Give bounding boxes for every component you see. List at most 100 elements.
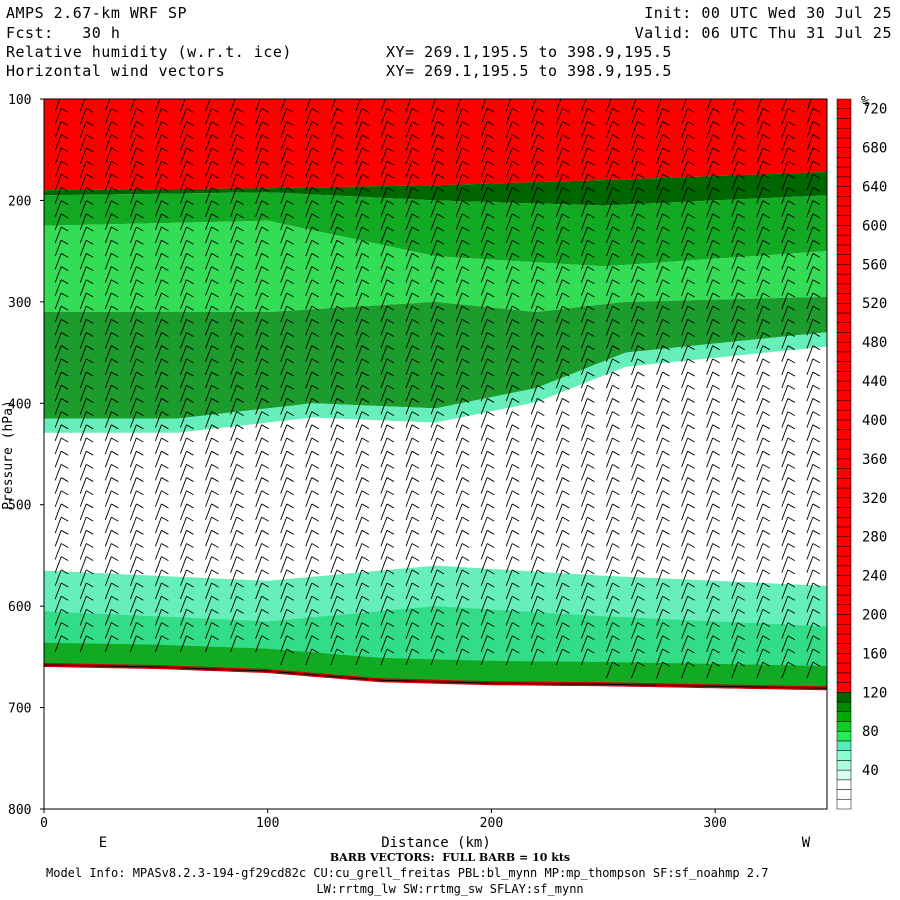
colorbar-swatch (836, 254, 852, 265)
wind-barb (405, 398, 420, 415)
wind-barb (806, 543, 821, 560)
wind-barb (255, 529, 269, 547)
wind-barb (505, 200, 520, 217)
wind-barb (79, 516, 94, 534)
wind-barb (405, 173, 420, 191)
wind-barb (154, 384, 169, 402)
wind-barb (605, 147, 620, 165)
wind-barb (806, 622, 821, 639)
wind-barb (54, 239, 69, 257)
wind-barb (180, 213, 194, 231)
wind-barb (305, 345, 319, 362)
wind-barb (480, 490, 495, 507)
wind-barb (530, 305, 545, 323)
wind-barb (79, 332, 94, 349)
wind-barb (781, 332, 796, 349)
wind-barb (154, 239, 169, 257)
wind-barb (631, 569, 645, 587)
wind-barb (605, 477, 620, 494)
wind-barb (154, 595, 169, 613)
wind-barb (656, 490, 670, 507)
wind-barb (380, 622, 395, 639)
rh-band-dark-green (44, 172, 827, 206)
wind-barb (505, 516, 520, 534)
y-tick-label: 300 (8, 296, 31, 311)
wind-barb (129, 516, 144, 534)
wind-barb (580, 239, 595, 257)
wind-barb (205, 622, 219, 639)
wind-barb (129, 121, 144, 138)
wind-barb (605, 463, 620, 481)
wind-barb (580, 173, 595, 191)
wind-barb (756, 358, 770, 376)
wind-barb (405, 107, 420, 125)
wind-barb (806, 398, 821, 415)
wind-barb (605, 200, 620, 217)
wind-barb (230, 424, 244, 441)
wind-barb (305, 213, 319, 231)
wind-barb (731, 305, 745, 323)
wind-barb (255, 134, 269, 151)
wind-barb (79, 358, 94, 376)
wind-barb (104, 239, 119, 257)
wind-barb (756, 266, 770, 283)
wind-barb (530, 332, 545, 349)
wind-barb (355, 503, 370, 521)
wind-barb (330, 371, 345, 389)
wind-barb (355, 305, 370, 323)
wind-barb (79, 99, 94, 112)
wind-barb (255, 266, 269, 283)
wind-barb (154, 503, 169, 521)
wind-barb (681, 239, 695, 257)
wind-barb (255, 569, 269, 587)
wind-barb (129, 253, 144, 270)
wind-barb (54, 490, 69, 507)
wind-barb (555, 173, 570, 191)
wind-barb (154, 200, 169, 217)
wind-barb (505, 292, 520, 310)
wind-barb (756, 463, 770, 481)
wind-barb (305, 556, 319, 573)
wind-barb (380, 635, 395, 652)
wind-barb (706, 543, 720, 560)
wind-barb (79, 213, 94, 231)
wind-barb (230, 635, 244, 652)
wind-barb (79, 292, 94, 310)
wind-barb (605, 358, 620, 376)
wind-barb (505, 332, 520, 349)
wind-barb (180, 200, 194, 217)
wind-barb (180, 569, 194, 587)
wind-barb (430, 543, 445, 560)
wind-barb (656, 239, 670, 257)
wind-barb (154, 556, 169, 573)
wind-barb (405, 543, 420, 560)
wind-barb (305, 226, 319, 244)
wind-barb (781, 305, 796, 323)
colorbar-tick-label: 400 (862, 413, 887, 429)
wind-barb (380, 200, 395, 217)
wind-barb (756, 635, 770, 652)
wind-barb (781, 266, 796, 283)
wind-barb (731, 661, 745, 679)
wind-barb (255, 609, 269, 626)
wind-barb (230, 543, 244, 560)
wind-barb (656, 99, 670, 112)
wind-barb (631, 121, 645, 138)
wind-barb (580, 595, 595, 613)
wind-barb (54, 99, 69, 112)
wind-barb (355, 121, 370, 138)
wind-barb (706, 371, 720, 389)
wind-barb (756, 345, 770, 362)
wind-barb (405, 503, 420, 521)
wind-barb (756, 529, 770, 547)
wind-barb (781, 384, 796, 402)
wind-barb (180, 477, 194, 494)
wind-barb (656, 463, 670, 481)
wind-barb (480, 121, 495, 138)
wind-barb (455, 437, 470, 455)
wind-barb (129, 305, 144, 323)
wind-barb (380, 213, 395, 231)
wind-barb (230, 213, 244, 231)
wind-barb (54, 595, 69, 613)
wind-barb (54, 318, 69, 336)
